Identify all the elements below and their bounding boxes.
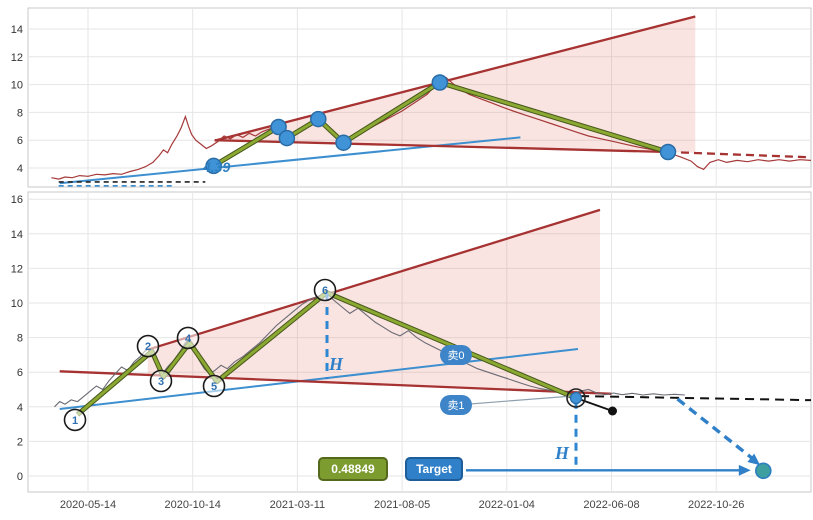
x-tick-label: 2020-05-14	[60, 499, 116, 511]
x-tick-label: 2021-08-05	[374, 499, 430, 511]
y-tick-label: 8	[17, 107, 23, 119]
pivot-dot[interactable]	[205, 157, 222, 175]
value-box[interactable]: 0.48849	[318, 457, 388, 481]
arrow-head	[738, 464, 751, 476]
trend-extension-dashed	[580, 395, 811, 402]
x-tick-label: 2022-01-04	[479, 499, 535, 511]
h-measure-label-2: H	[555, 443, 570, 463]
breakdown-segment	[575, 397, 613, 412]
wave-number: 2	[145, 341, 151, 353]
y-tick-label: 14	[11, 229, 23, 241]
wave-number: 5	[211, 381, 217, 393]
y-tick-label: 8	[17, 333, 23, 345]
sell-point-ring	[566, 388, 586, 408]
wave-marker[interactable]	[136, 334, 160, 358]
wedge-upper-line[interactable]	[214, 15, 696, 142]
y-tick-label: 6	[17, 135, 23, 147]
sell-0-badge[interactable]: 卖0	[440, 345, 472, 365]
wave-number: 1	[72, 415, 78, 427]
y-tick-label: 4	[17, 163, 23, 175]
pivot-dot[interactable]	[335, 134, 352, 151]
y-tick-label: 12	[11, 52, 23, 64]
x-tick-label: 2021-03-11	[270, 499, 325, 511]
y-tick-label: 12	[11, 263, 23, 275]
support-trendline[interactable]	[59, 348, 579, 410]
wedge-lower-extension	[667, 150, 811, 159]
projection-arrow	[676, 397, 758, 463]
breakdown-dot[interactable]	[608, 406, 617, 416]
y-tick-label: 16	[11, 194, 23, 206]
x-tick-label: 2022-06-08	[583, 499, 639, 511]
sell-1-badge[interactable]: 卖1	[440, 395, 472, 415]
wave-marker[interactable]	[149, 369, 173, 393]
upper-panel-group	[51, 15, 811, 187]
wave-number: 6	[322, 285, 328, 297]
wave-marker[interactable]	[202, 374, 226, 398]
arrow-head	[747, 453, 761, 466]
wave-number: 3	[158, 376, 164, 388]
y-tick-label: 2	[17, 436, 23, 448]
y-tick-label: 6	[17, 367, 23, 379]
wedge-upper-line[interactable]	[147, 208, 601, 351]
pivot-dot[interactable]	[431, 74, 449, 91]
y-tick-label: 10	[11, 80, 23, 92]
y-tick-label: 14	[11, 24, 23, 36]
wave-marker[interactable]	[176, 326, 200, 350]
wave-marker[interactable]	[63, 408, 87, 432]
target-button[interactable]: Target	[405, 457, 463, 481]
pivot-dot[interactable]	[270, 118, 287, 136]
pivot-dot[interactable]	[310, 110, 327, 128]
pivot-dot[interactable]	[659, 143, 677, 161]
target-dot[interactable]	[754, 462, 772, 480]
x-tick-label: 2022-10-26	[688, 499, 744, 511]
wave-marker[interactable]	[313, 278, 337, 302]
x-tick-label: 2020-10-14	[165, 499, 221, 511]
pivot-price-label: 4.39	[203, 159, 231, 175]
lower-panel-group: 1 2 3 4 5 6	[54, 208, 811, 480]
y-tick-label: 4	[17, 402, 23, 414]
y-tick-label: 10	[11, 298, 23, 310]
sell-point-dot[interactable]	[569, 391, 583, 405]
y-tick-label: 0	[17, 471, 23, 483]
pivot-dot[interactable]	[278, 129, 296, 147]
wave-number: 4	[185, 333, 192, 345]
sell1-connector-line	[470, 395, 572, 405]
h-measure-label-1: H	[329, 354, 344, 374]
